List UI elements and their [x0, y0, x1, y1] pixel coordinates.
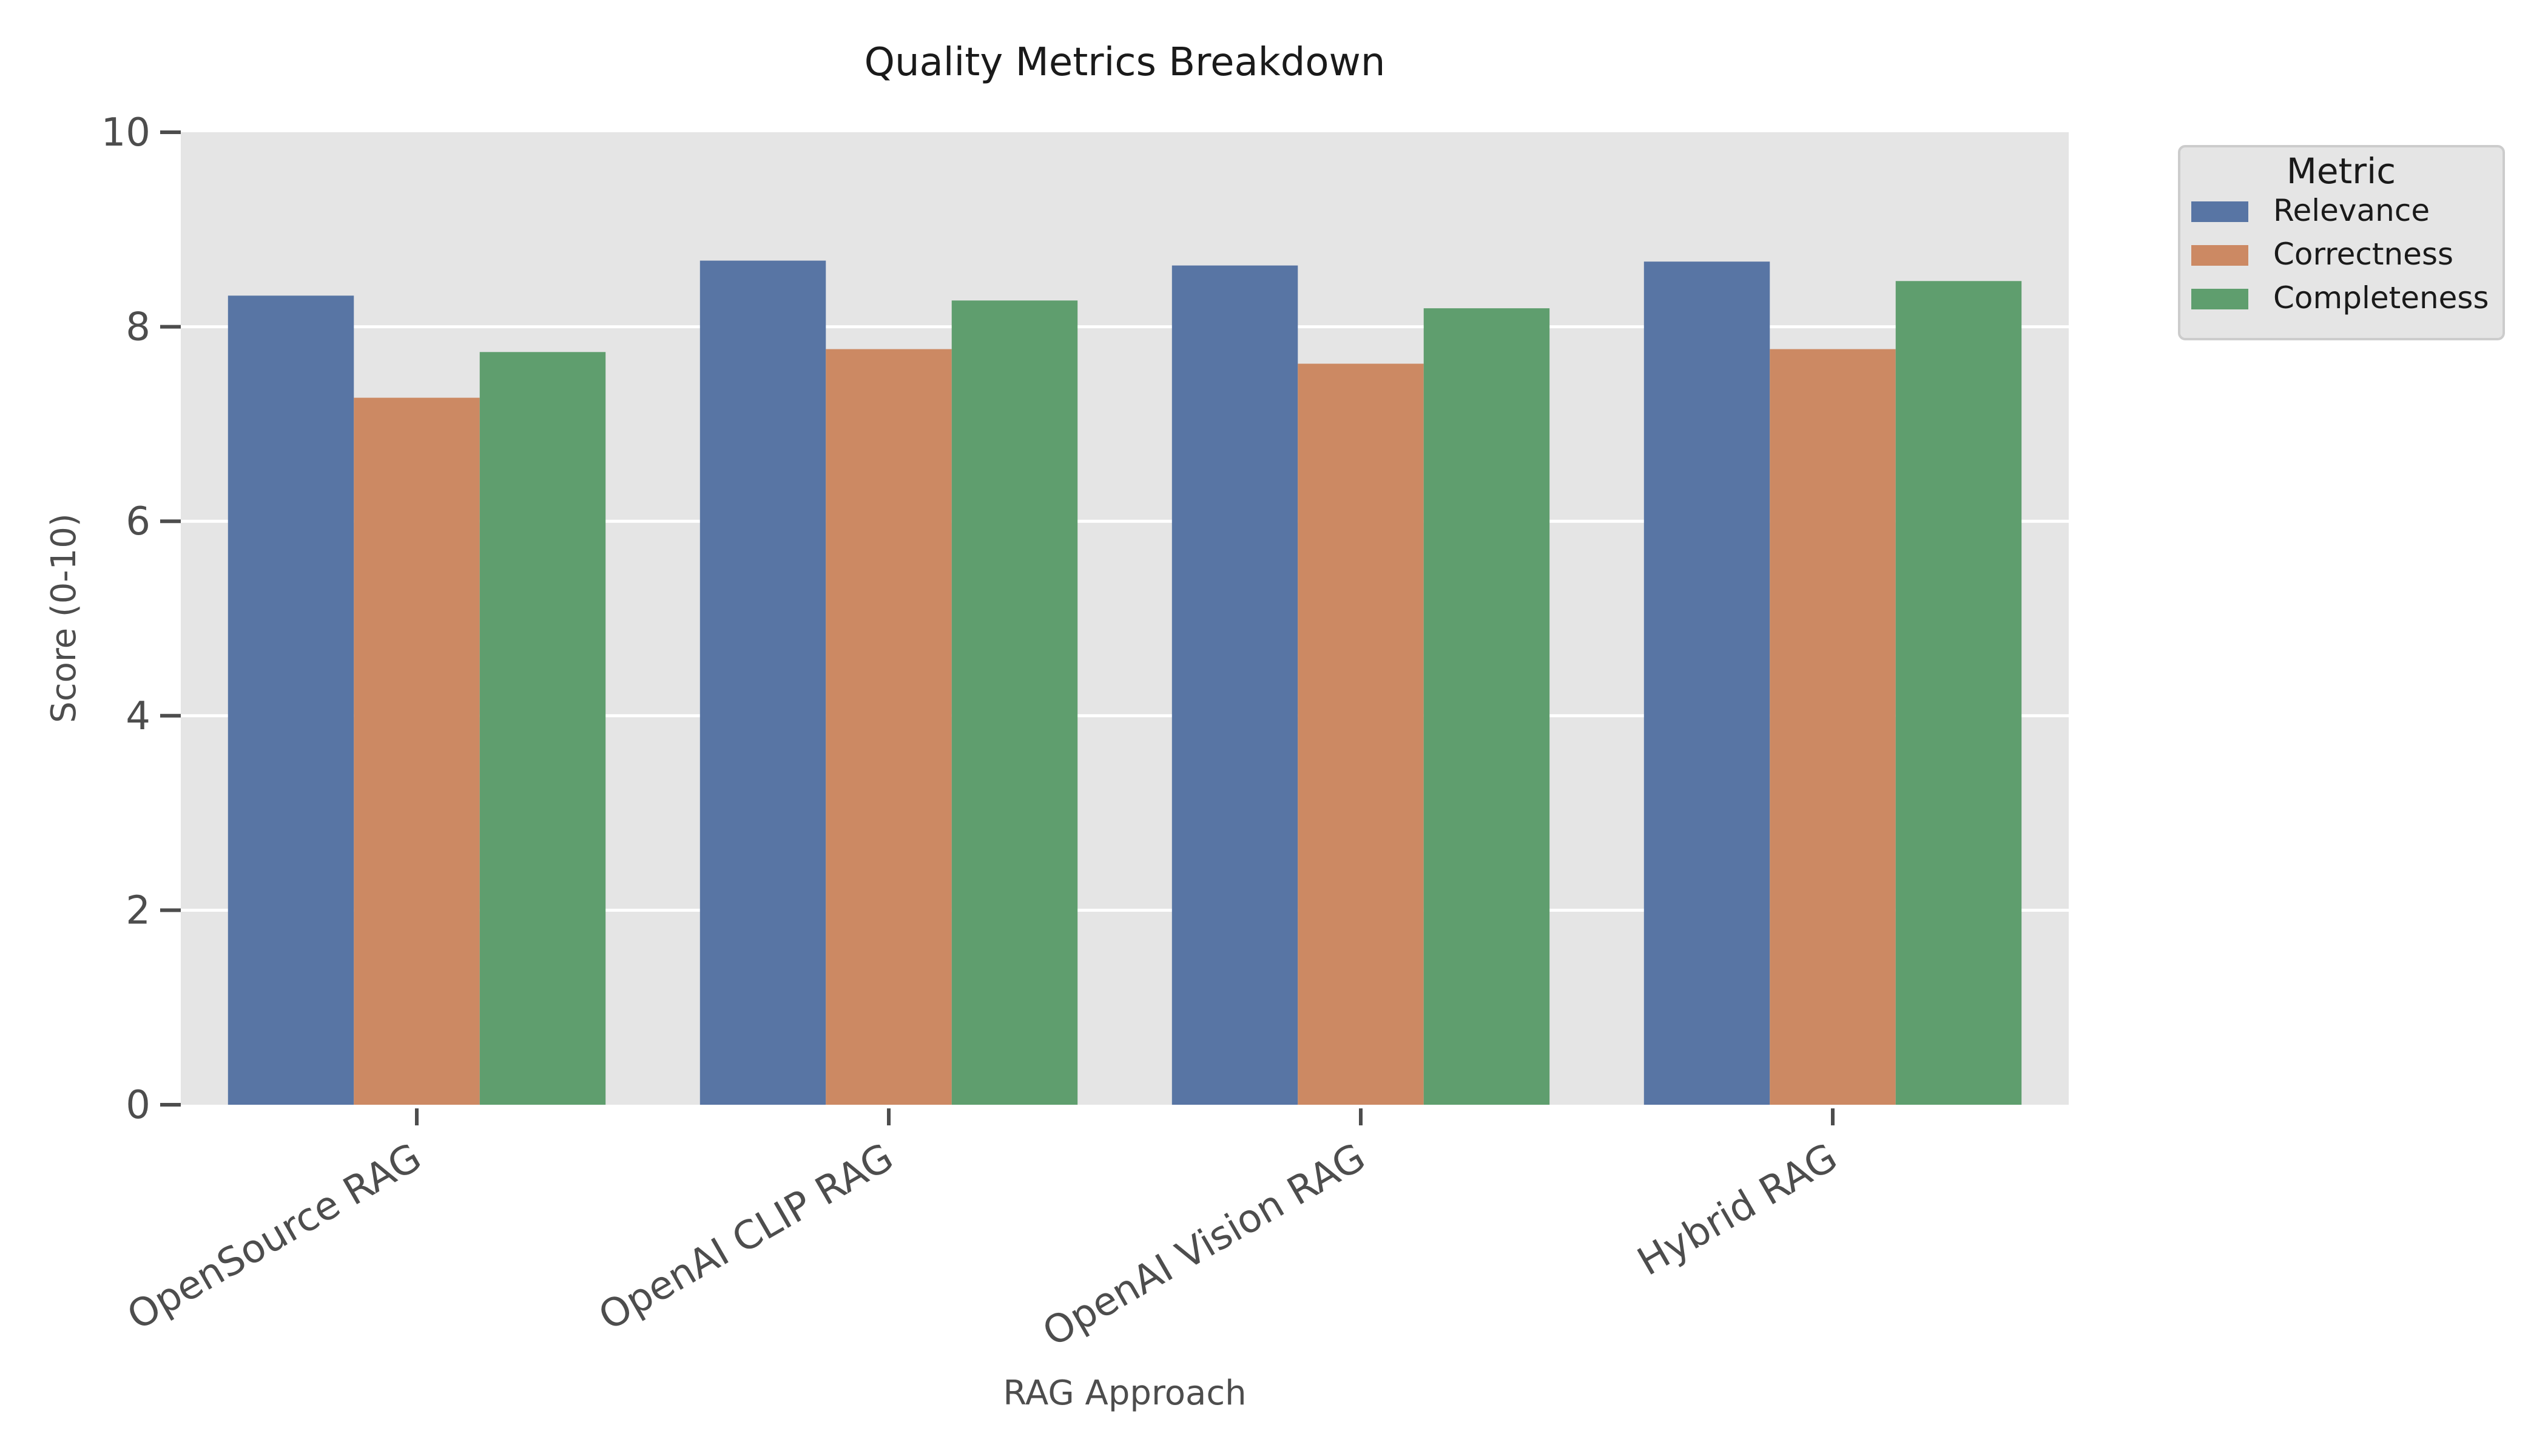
y-tick-label: 4 [126, 694, 150, 739]
y-tick-label: 2 [126, 888, 150, 933]
bar-completeness-4 [1895, 281, 2022, 1105]
y-tick-label: 6 [126, 499, 150, 544]
bar-completeness-1 [479, 352, 606, 1105]
bar-completeness-2 [951, 300, 1078, 1105]
bar-correctness-2 [826, 349, 952, 1105]
bar-completeness-3 [1423, 308, 1550, 1105]
x-tick-label: OpenAI CLIP RAG [592, 1135, 901, 1340]
x-axis-label: RAG Approach [1003, 1373, 1246, 1413]
legend-frame [2178, 145, 2505, 340]
x-tick-label: Hybrid RAG [1630, 1135, 1845, 1285]
bar-relevance-1 [228, 295, 354, 1105]
legend: Metric Relevance Correctness Completeness [2178, 145, 2505, 340]
legend-items: Relevance Correctness Completeness [2191, 193, 2489, 315]
x-tick-label: OpenAI Vision RAG [1036, 1135, 1373, 1356]
legend-label-correctness: Correctness [2273, 237, 2453, 272]
legend-label-completeness: Completeness [2273, 280, 2489, 315]
bars [228, 260, 2022, 1105]
bar-correctness-3 [1298, 363, 1424, 1105]
y-tick-label: 8 [126, 305, 150, 350]
legend-swatch-completeness [2191, 289, 2248, 309]
y-tick-label: 0 [126, 1083, 150, 1128]
legend-swatch-correctness [2191, 245, 2248, 266]
chart-title: Quality Metrics Breakdown [864, 40, 1386, 85]
legend-swatch-relevance [2191, 201, 2248, 222]
y-axis-label: Score (0-10) [44, 513, 84, 723]
bar-relevance-4 [1643, 261, 1770, 1105]
bar-relevance-3 [1171, 265, 1298, 1105]
y-tick-label: 10 [101, 110, 150, 155]
bar-correctness-4 [1770, 349, 1896, 1105]
legend-label-relevance: Relevance [2273, 193, 2430, 228]
x-tick-label: OpenSource RAG [120, 1135, 429, 1340]
bar-relevance-2 [699, 260, 826, 1105]
bar-correctness-1 [354, 397, 480, 1105]
legend-title: Metric [2287, 150, 2396, 192]
